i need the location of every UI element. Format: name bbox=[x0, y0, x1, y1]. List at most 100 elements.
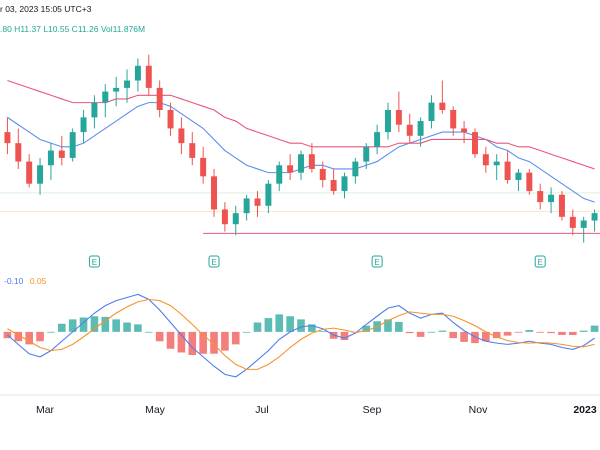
macd-histogram-bar bbox=[101, 316, 110, 332]
signal_line bbox=[7, 298, 595, 370]
time-axis-label: 2023 bbox=[573, 404, 597, 416]
macd-histogram-bar bbox=[558, 331, 566, 335]
candle-body bbox=[254, 198, 261, 206]
macd-histogram-bar bbox=[416, 331, 425, 337]
time-axis: Mar May Jul Sep Nov 2023 bbox=[0, 394, 600, 416]
macd-histogram-bar bbox=[177, 331, 186, 353]
candle-body bbox=[319, 168, 326, 180]
macd-legend: -0.10 0.05 bbox=[4, 276, 46, 286]
macd-histogram-bar bbox=[384, 319, 392, 332]
candle-body bbox=[134, 65, 141, 81]
candle-body bbox=[200, 157, 207, 177]
candle-body bbox=[69, 132, 76, 158]
candle-body bbox=[4, 132, 11, 144]
candle-body bbox=[374, 132, 381, 147]
macd-histogram-bar bbox=[340, 331, 349, 340]
macd-value: -0.10 bbox=[4, 276, 24, 286]
candle-body bbox=[80, 117, 87, 133]
macd-histogram-bar bbox=[242, 331, 251, 333]
macd-histogram-bar bbox=[460, 331, 468, 342]
candle-body bbox=[26, 161, 33, 184]
candle-body bbox=[37, 165, 44, 184]
candle-body bbox=[591, 213, 598, 221]
candle-body bbox=[178, 128, 185, 144]
candle-body bbox=[384, 110, 391, 133]
candle-body bbox=[406, 124, 413, 136]
macd-histogram-bar bbox=[199, 331, 207, 354]
macd-histogram-bar bbox=[308, 324, 316, 332]
chart-header-title: r 03, 2023 15:05 UTC+3 bbox=[0, 4, 92, 14]
macd-histogram-bar bbox=[3, 331, 12, 339]
candle-body bbox=[461, 128, 468, 133]
macd-histogram-bar bbox=[47, 331, 55, 333]
time-axis-label: Mar bbox=[36, 404, 55, 416]
macd-histogram-bar bbox=[155, 331, 164, 342]
time-axis-label: Sep bbox=[363, 404, 382, 416]
candle-body bbox=[526, 172, 533, 192]
candle-body bbox=[504, 161, 511, 180]
macd-histogram-bar bbox=[492, 331, 501, 339]
signal-value: 0.05 bbox=[29, 276, 47, 286]
macd-histogram-bar bbox=[123, 322, 131, 332]
macd-histogram-bar bbox=[112, 319, 120, 332]
macd-histogram-bar bbox=[79, 317, 88, 332]
macd-histogram-bar bbox=[514, 331, 523, 333]
macd-histogram-bar bbox=[471, 331, 479, 344]
candle-body bbox=[395, 110, 402, 125]
macd-histogram-bar bbox=[57, 323, 66, 332]
candle-body bbox=[580, 220, 587, 228]
candle-body bbox=[548, 194, 555, 203]
macd-histogram-bar bbox=[438, 330, 447, 332]
earnings-marker bbox=[88, 255, 100, 268]
candle-body bbox=[471, 132, 478, 155]
macd-histogram-bar bbox=[503, 331, 512, 336]
ohlc-readout: .80 H11.37 L10.55 C11.26 Vol11.876M bbox=[0, 24, 145, 34]
candle-body bbox=[15, 143, 22, 162]
candle-body bbox=[298, 154, 304, 173]
time-axis-label: May bbox=[145, 404, 166, 416]
macd-histogram-bar bbox=[253, 322, 262, 332]
macd-histogram-bar bbox=[482, 331, 490, 342]
candle-body bbox=[341, 176, 348, 192]
macd-histogram-bar bbox=[395, 321, 403, 332]
earnings-marker-label: E bbox=[374, 258, 379, 267]
earnings-marker bbox=[534, 255, 546, 268]
ohlc-values: .80 H11.37 L10.55 C11.26 Vol11.876M bbox=[0, 24, 146, 34]
candle-body bbox=[58, 150, 65, 158]
macd-histogram-bar bbox=[275, 314, 284, 332]
macd-histogram-bar bbox=[25, 331, 33, 345]
candle-body bbox=[363, 146, 370, 162]
candle-body bbox=[537, 191, 544, 203]
candle-body bbox=[156, 87, 163, 110]
candle-body bbox=[243, 198, 250, 214]
candle-body bbox=[417, 121, 424, 136]
macd-histogram-bar bbox=[590, 325, 599, 332]
candle-body bbox=[276, 165, 283, 184]
candle-body bbox=[482, 154, 489, 166]
macd-histogram-bar bbox=[579, 330, 588, 332]
candle-body bbox=[287, 165, 294, 173]
macd-histogram-bar bbox=[362, 325, 371, 332]
macd-histogram-bar bbox=[134, 324, 142, 332]
macd-histogram-bar bbox=[547, 331, 555, 334]
earnings-marker-label: E bbox=[538, 258, 543, 267]
macd-histogram-bar bbox=[297, 319, 305, 332]
macd_line bbox=[7, 293, 595, 378]
candle-body bbox=[558, 194, 565, 217]
earnings-marker bbox=[371, 255, 383, 268]
macd-histogram-bar bbox=[318, 331, 327, 333]
macd-histogram-bar bbox=[231, 331, 240, 345]
macd-histogram-bar bbox=[68, 319, 77, 332]
candle-body bbox=[189, 143, 196, 158]
macd-panel bbox=[3, 293, 599, 378]
macd-histogram-bar bbox=[525, 330, 534, 332]
macd-histogram-bar bbox=[427, 331, 436, 333]
candle-body bbox=[330, 180, 337, 192]
macd-histogram-bar bbox=[405, 331, 414, 334]
macd-histogram-bar bbox=[536, 331, 545, 333]
candle-body bbox=[515, 172, 522, 180]
candle-body bbox=[47, 150, 54, 166]
